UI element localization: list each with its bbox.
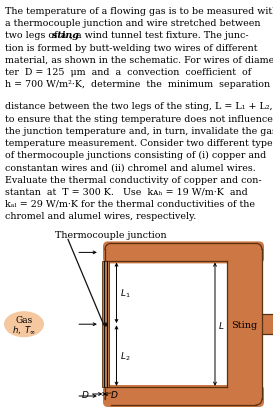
Text: $h,\ T_{\infty}$: $h,\ T_{\infty}$ (12, 324, 36, 335)
Text: h = 700 W/m²·K,  determine  the  minimum  separation: h = 700 W/m²·K, determine the minimum se… (5, 80, 270, 89)
Text: Gas: Gas (15, 315, 33, 324)
Text: ter  D = 125  μm  and  a  convection  coefficient  of: ter D = 125 μm and a convection coeffici… (5, 68, 251, 77)
Text: $L_2$: $L_2$ (120, 350, 130, 362)
Text: tion is formed by butt-welding two wires of different: tion is formed by butt-welding two wires… (5, 43, 257, 52)
Text: Thermocouple junction: Thermocouple junction (55, 231, 167, 240)
Text: $L$: $L$ (218, 319, 224, 330)
Text: Evaluate the thermal conductivity of copper and con-: Evaluate the thermal conductivity of cop… (5, 175, 262, 184)
Text: temperature measurement. Consider two different types: temperature measurement. Consider two di… (5, 139, 273, 148)
Text: $D$: $D$ (111, 389, 119, 400)
Ellipse shape (4, 311, 44, 337)
Text: kₐₗ = 29 W/m·K for the thermal conductivities of the: kₐₗ = 29 W/m·K for the thermal conductiv… (5, 200, 255, 209)
Text: a thermocouple junction and wire stretched between: a thermocouple junction and wire stretch… (5, 19, 260, 28)
Text: to ensure that the sting temperature does not influence: to ensure that the sting temperature doe… (5, 115, 273, 123)
Text: Sting: Sting (232, 320, 258, 329)
Bar (262, 315, 273, 335)
Text: $D$: $D$ (81, 389, 90, 400)
Text: material, as shown in the schematic. For wires of diame-: material, as shown in the schematic. For… (5, 56, 273, 65)
Text: constantan wires and (ii) chromel and alumel wires.: constantan wires and (ii) chromel and al… (5, 163, 256, 172)
Text: of thermocouple junctions consisting of (i) copper and: of thermocouple junctions consisting of … (5, 151, 266, 160)
Text: chromel and alumel wires, respectively.: chromel and alumel wires, respectively. (5, 212, 196, 221)
Bar (102, 262, 109, 387)
Text: two legs of a: two legs of a (5, 31, 69, 40)
Text: , a wind tunnel test fixture. The junc-: , a wind tunnel test fixture. The junc- (70, 31, 248, 40)
Text: sting: sting (52, 31, 79, 40)
FancyBboxPatch shape (103, 242, 264, 264)
Bar (227, 244, 262, 405)
Text: the junction temperature and, in turn, invalidate the gas: the junction temperature and, in turn, i… (5, 126, 273, 135)
Text: $L_1$: $L_1$ (120, 287, 130, 299)
Text: distance between the two legs of the sting, L = L₁ + L₂,: distance between the two legs of the sti… (5, 102, 273, 111)
Text: The temperature of a flowing gas is to be measured with: The temperature of a flowing gas is to b… (5, 7, 273, 16)
Text: stantan  at  T = 300 K.   Use  kᴀₕ = 19 W/m·K  and: stantan at T = 300 K. Use kᴀₕ = 19 W/m·K… (5, 187, 248, 196)
FancyBboxPatch shape (103, 385, 264, 407)
